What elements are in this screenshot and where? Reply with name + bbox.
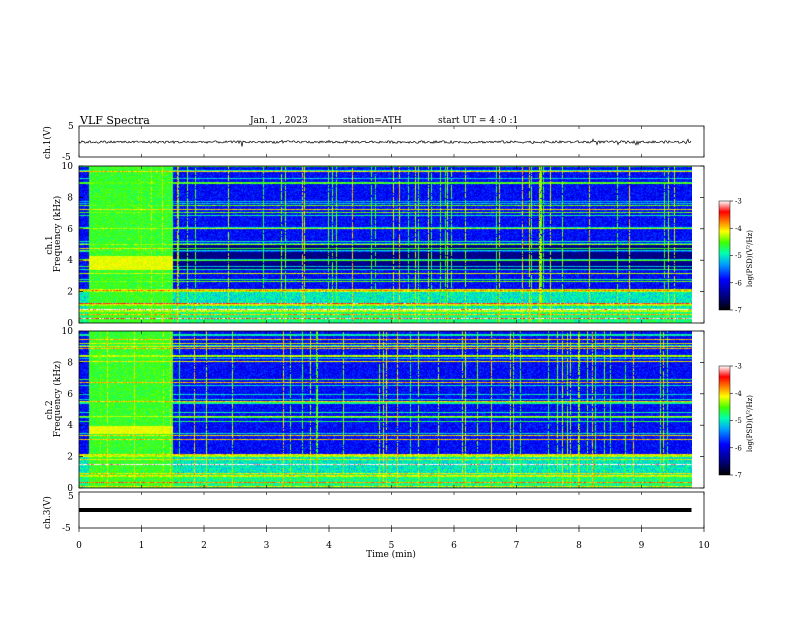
x-tick-label: 6: [451, 541, 457, 551]
freq-tick-label: 6: [67, 225, 73, 235]
ch2-colorbar: -3 -4 -5 -6 -7 log(PSD)(V²/Hz): [718, 363, 754, 480]
x-tick-label: 2: [201, 541, 207, 551]
ch2-spec-ylabel-top: ch.2: [45, 400, 55, 419]
ch2-colorbar-label: log(PSD)(V²/Hz): [746, 395, 754, 452]
colorbar-tick-label: -4: [735, 225, 742, 233]
station-label: station=ATH: [343, 116, 402, 126]
ch2-spec-ylabel: Frequency (kHz): [52, 361, 63, 438]
ch1-spec-ylabel: Frequency (kHz): [52, 196, 63, 273]
colorbar-tick-label: -3: [735, 363, 742, 371]
ch1-spectrogram-panel: 10 8 6 4 2 0 ch.1 Frequency (kHz): [45, 162, 705, 329]
freq-tick-label: 8: [67, 193, 73, 203]
x-tick-label: 5: [389, 541, 395, 551]
freq-tick-label: 2: [67, 288, 73, 298]
ch3-trace: [79, 508, 692, 512]
freq-tick-label: 4: [67, 256, 73, 266]
ch3-ytick-bottom: -5: [62, 524, 71, 534]
ch2-colorbar-ticks: -3 -4 -5 -6 -7: [730, 363, 742, 480]
colorbar-tick-label: -5: [735, 252, 742, 260]
freq-tick-label: 8: [67, 358, 73, 368]
ch1-colorbar-scale: [718, 200, 731, 311]
x-axis-ticks: 0 1 2 3 4 5 6 7 8 9 10: [76, 126, 710, 551]
spectrogram-raster: [79, 331, 692, 488]
x-tick-label: 9: [639, 541, 645, 551]
date-label: Jan. 1 , 2023: [249, 116, 308, 126]
freq-tick-label: 0: [67, 484, 73, 494]
x-tick-label: 4: [326, 541, 332, 551]
colorbar-tick-label: -7: [735, 472, 742, 480]
ch1-ytick-top: 5: [68, 122, 74, 132]
freq-tick-label: 10: [62, 327, 74, 337]
colorbar-tick-label: -6: [735, 279, 742, 287]
ch1-trace: [78, 138, 692, 147]
freq-tick-label: 2: [67, 453, 73, 463]
x-tick-label: 7: [514, 541, 520, 551]
ch3-waveform-panel: 5 -5 ch.3(V): [42, 491, 705, 534]
ch1-spec-ylabel-top: ch.1: [45, 235, 55, 254]
ch1-freq-ticks: 10 8 6 4 2 0: [62, 162, 704, 329]
ch1-colorbar: -3 -4 -5 -6 -7 log(PSD)(V²/Hz): [718, 198, 754, 315]
spectrogram-raster: [79, 166, 692, 323]
colorbar-tick-label: -7: [735, 307, 742, 315]
ch1-ytick-bottom: -5: [62, 153, 71, 163]
colorbar-tick-label: -4: [735, 390, 742, 398]
freq-tick-label: 4: [67, 421, 73, 431]
x-axis-label: Time (min): [366, 549, 416, 560]
freq-tick-label: 6: [67, 390, 73, 400]
ch1-colorbar-ticks: -3 -4 -5 -6 -7: [730, 198, 742, 315]
start-time-label: start UT = 4 :0 :1: [438, 116, 518, 126]
colorbar-tick-label: -5: [735, 417, 742, 425]
ch2-freq-ticks: 10 8 6 4 2 0: [62, 327, 704, 494]
ch1-spectrogram-image: [79, 166, 692, 323]
colorbar-tick-label: -6: [735, 444, 742, 452]
ch2-colorbar-scale: [718, 365, 731, 476]
figure-title: VLF Spectra: [79, 114, 150, 127]
freq-tick-label: 10: [62, 162, 74, 172]
x-tick-label: 10: [698, 541, 710, 551]
ch1-colorbar-label: log(PSD)(V²/Hz): [746, 230, 754, 287]
x-tick-label: 3: [264, 541, 270, 551]
ch1-ylabel: ch.1(V): [42, 126, 53, 159]
colorbar-tick-label: -3: [735, 198, 742, 206]
ch1-waveform-panel: 5 -5 ch.1(V): [42, 122, 705, 163]
x-tick-label: 1: [139, 541, 145, 551]
x-tick-label: 0: [76, 541, 82, 551]
ch2-spectrogram-panel: 10 8 6 4 2 0 ch.2 Frequency (kHz): [45, 327, 705, 494]
x-tick-label: 8: [576, 541, 582, 551]
freq-tick-label: 0: [67, 319, 73, 329]
ch3-ylabel: ch.3(V): [42, 496, 53, 529]
ch2-spectrogram-image: [79, 331, 692, 488]
ch3-ytick-top: 5: [68, 492, 74, 502]
